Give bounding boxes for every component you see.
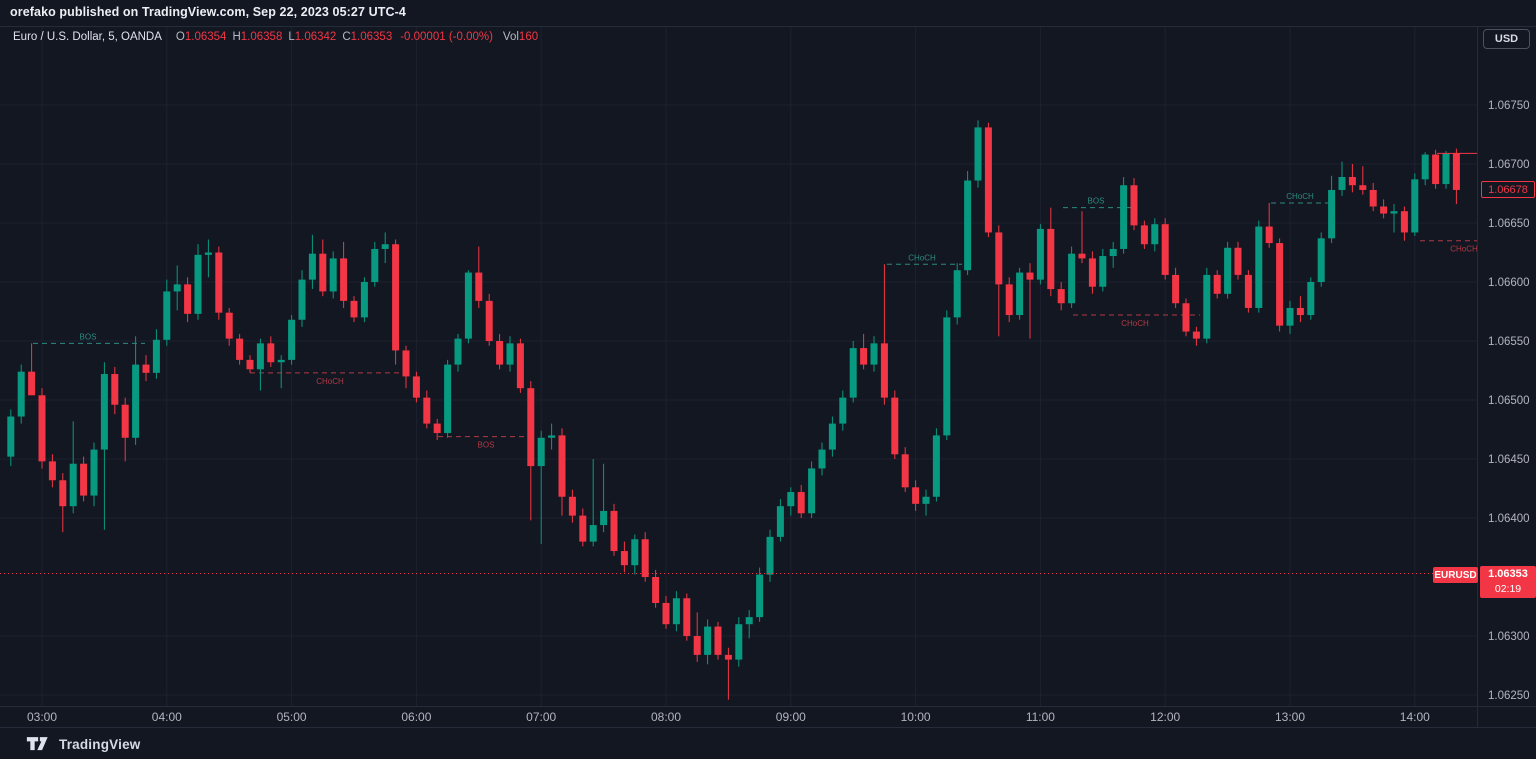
svg-text:13:00: 13:00	[1275, 710, 1305, 724]
symbol-title[interactable]: Euro / U.S. Dollar, 5, OANDA	[13, 31, 162, 43]
volume-value: 160	[518, 31, 539, 43]
current-price-value: 1.06353	[1488, 568, 1528, 580]
svg-text:CHoCH: CHoCH	[1286, 192, 1314, 201]
tradingview-brand[interactable]: TradingView	[26, 735, 140, 753]
ohlc-high-label: H	[232, 31, 241, 43]
price-axis[interactable]: 1.06750 1.06700 1.06650 1.06600 1.06550 1.065…	[1488, 100, 1530, 702]
currency-toggle-button[interactable]: USD	[1483, 29, 1530, 49]
svg-text:11:00: 11:00	[1026, 710, 1055, 724]
svg-text:1.06750: 1.06750	[1488, 100, 1530, 112]
change-value: -0.00001 (-0.00%)	[400, 31, 493, 43]
svg-text:10:00: 10:00	[901, 710, 931, 724]
candles	[7, 120, 1460, 700]
svg-text:1.06600: 1.06600	[1488, 277, 1530, 289]
time-axis[interactable]: 03:00 04:00 05:00 06:00 07:00 08:00 09:00 10:00…	[27, 710, 1430, 724]
grid-lines	[0, 27, 1477, 706]
svg-text:CHoCH: CHoCH	[908, 253, 936, 262]
ohlc-open-value: 1.06354	[184, 31, 227, 43]
symbol-price-badge-label: EURUSD	[1434, 569, 1477, 581]
svg-text:1.06250: 1.06250	[1488, 690, 1530, 702]
last-close-price-label: 1.06678	[1481, 181, 1535, 198]
tradingview-logo-icon	[26, 735, 52, 753]
chart-legend: Euro / U.S. Dollar, 5, OANDA O1.06354 H1.0…	[13, 31, 538, 43]
tradingview-brand-name: TradingView	[59, 736, 141, 752]
svg-text:1.06650: 1.06650	[1488, 218, 1530, 230]
ohlc-low-label: L	[288, 31, 295, 43]
ohlc-open-label: O	[175, 31, 185, 43]
svg-text:1.06300: 1.06300	[1488, 631, 1530, 643]
svg-text:1.06550: 1.06550	[1488, 336, 1530, 348]
ohlc-close-label: C	[342, 31, 351, 43]
svg-text:BOS: BOS	[1088, 197, 1105, 206]
svg-text:06:00: 06:00	[401, 710, 431, 724]
svg-text:05:00: 05:00	[277, 710, 307, 724]
svg-text:BOS: BOS	[478, 441, 495, 450]
svg-text:BOS: BOS	[80, 332, 97, 341]
ohlc-low-value: 1.06342	[294, 31, 337, 43]
ohlc-close-value: 1.06353	[350, 31, 393, 43]
current-price-badge: 1.06353 02:19	[1480, 566, 1536, 598]
svg-text:CHoCH: CHoCH	[1450, 245, 1478, 254]
svg-text:14:00: 14:00	[1400, 710, 1430, 724]
volume-label: Vol	[502, 31, 519, 43]
svg-text:08:00: 08:00	[651, 710, 681, 724]
panel-borders	[0, 26, 1536, 728]
bar-countdown: 02:19	[1494, 583, 1522, 595]
svg-text:07:00: 07:00	[526, 710, 556, 724]
svg-text:1.06500: 1.06500	[1488, 395, 1530, 407]
symbol-price-badge: EURUSD	[1433, 567, 1478, 583]
currency-toggle-label: USD	[1494, 33, 1519, 45]
svg-text:1.06450: 1.06450	[1488, 454, 1530, 466]
svg-text:03:00: 03:00	[27, 710, 57, 724]
svg-text:1.06400: 1.06400	[1488, 513, 1530, 525]
svg-text:CHoCH: CHoCH	[316, 377, 344, 386]
svg-text:1.06700: 1.06700	[1488, 159, 1530, 171]
publish-banner: orefako published on TradingView.com, Se…	[10, 5, 406, 19]
publish-banner-text: orefako published on TradingView.com, Se…	[10, 5, 406, 19]
svg-text:04:00: 04:00	[152, 710, 182, 724]
svg-text:12:00: 12:00	[1150, 710, 1180, 724]
ohlc-high-value: 1.06358	[240, 31, 283, 43]
last-close-price-value: 1.06678	[1488, 183, 1528, 196]
svg-text:09:00: 09:00	[776, 710, 806, 724]
svg-text:CHoCH: CHoCH	[1121, 319, 1149, 328]
